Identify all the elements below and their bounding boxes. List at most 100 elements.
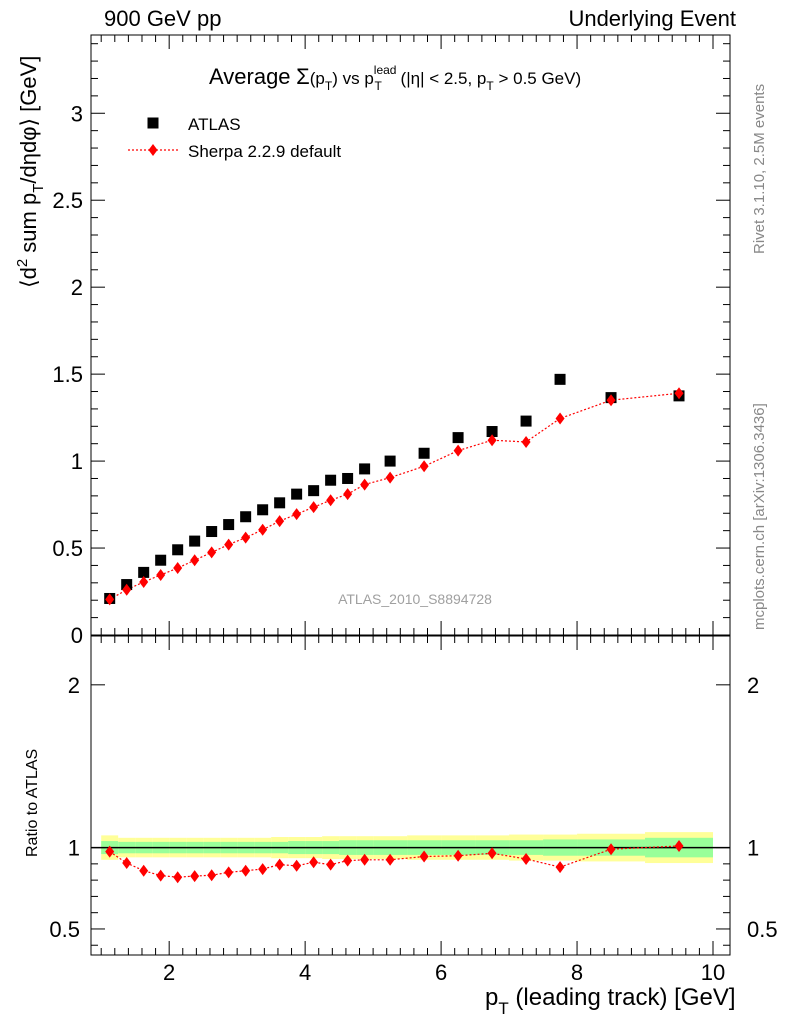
sherpa-data-point: [385, 471, 395, 484]
x-axis-label: pT (leading track) [GeV]: [485, 984, 736, 1018]
ratio-sherpa-point: [241, 864, 251, 877]
legend-atlas-label: ATLAS: [188, 115, 241, 134]
sherpa-data-point: [156, 569, 166, 581]
ratio-sherpa-point: [139, 864, 149, 877]
ratio-sherpa-point: [606, 843, 616, 856]
main-plot-frame: [90, 34, 731, 636]
atlas-data-point: [291, 488, 303, 500]
sherpa-data-point: [122, 583, 132, 596]
ratio-y-tick-label: 2: [68, 673, 80, 698]
sherpa-data-point: [173, 562, 183, 575]
x-tick-label: 8: [571, 960, 583, 985]
ratio-sherpa-point: [326, 858, 336, 871]
y-tick-label: 2.5: [52, 188, 83, 213]
x-tick-label: 4: [299, 960, 311, 985]
ratio-y-tick-label-right: 2: [747, 673, 759, 698]
sherpa-data-point: [343, 488, 353, 501]
process-header: Underlying Event: [568, 6, 736, 31]
analysis-watermark: ATLAS_2010_S8894728: [338, 591, 492, 607]
atlas-data-point: [206, 526, 218, 538]
ratio-sherpa-point: [453, 849, 463, 862]
plot-title: Average Σ(pT) vs plead T (|η| < 2.5, pT >…: [209, 63, 581, 93]
ratio-sherpa-point: [156, 869, 166, 882]
ratio-sherpa-point: [521, 852, 531, 865]
sherpa-data-point: [190, 554, 200, 567]
atlas-data-point: [138, 566, 150, 578]
ratio-y-tick-label-right: 0.5: [747, 917, 778, 942]
ratio-y-tick-label: 0.5: [49, 917, 80, 942]
ratio-y-tick-label: 1: [68, 836, 80, 861]
atlas-data-point: [325, 474, 337, 486]
ratio-sherpa-point: [173, 871, 183, 884]
sherpa-data-point: [606, 394, 616, 407]
ratio-sherpa-point: [275, 858, 285, 871]
sherpa-data-point: [292, 508, 302, 521]
ratio-sherpa-point: [555, 861, 565, 874]
sherpa-data-point: [309, 501, 319, 514]
sherpa-data-point: [258, 523, 268, 536]
sherpa-data-point: [105, 593, 115, 606]
sherpa-data-point: [139, 575, 149, 588]
main-y-axis-label: ⟨d2 sum pT/dηdφ⟩ [GeV]: [14, 56, 47, 288]
x-tick-label: 6: [435, 960, 447, 985]
ratio-sherpa-point: [360, 853, 370, 866]
sherpa-line: [109, 392, 680, 600]
ratio-plot-frame: [90, 635, 731, 956]
sherpa-data-point: [419, 460, 429, 473]
atlas-data-point: [384, 455, 396, 467]
atlas-data-point: [520, 415, 532, 427]
ratio-sherpa-line: [109, 845, 680, 878]
atlas-data-point: [554, 373, 566, 385]
sherpa-data-point: [555, 412, 565, 425]
y-tick-label: 0: [71, 623, 83, 648]
ratio-y-axis-label: Ratio to ATLAS: [24, 749, 41, 857]
y-tick-label: 0.5: [52, 536, 83, 561]
sherpa-data-point: [360, 478, 370, 491]
y-tick-label: 1.5: [52, 362, 83, 387]
atlas-data-point: [486, 426, 498, 438]
x-tick-label: 2: [163, 960, 175, 985]
atlas-data-point: [189, 535, 201, 547]
legend-sherpa-label: Sherpa 2.2.9 default: [188, 142, 341, 161]
ratio-sherpa-point: [674, 839, 684, 852]
sherpa-data-point: [487, 434, 497, 447]
ratio-sherpa-point: [258, 863, 268, 876]
legend-atlas-marker: [147, 117, 159, 129]
ratio-sherpa-point: [419, 850, 429, 863]
atlas-data-point: [240, 511, 252, 523]
atlas-data-point: [257, 504, 269, 516]
ratio-sherpa-point: [207, 869, 217, 882]
y-tick-label: 3: [71, 101, 83, 126]
ratio-sherpa-point: [190, 870, 200, 883]
atlas-data-point: [342, 472, 354, 484]
sherpa-data-point: [207, 546, 217, 559]
atlas-data-point: [418, 447, 430, 459]
sherpa-data-point: [453, 444, 463, 457]
ratio-sherpa-point: [343, 854, 353, 867]
atlas-data-point: [223, 519, 235, 531]
ratio-sherpa-point: [309, 856, 319, 869]
ratio-sherpa-point: [385, 853, 395, 866]
ratio-sherpa-point: [487, 847, 497, 860]
sherpa-data-point: [275, 515, 285, 528]
x-tick-label: 10: [701, 960, 725, 985]
atlas-data-point: [155, 554, 167, 566]
ratio-y-tick-label-right: 1: [747, 836, 759, 861]
ratio-sherpa-point: [105, 845, 115, 858]
sherpa-data-point: [241, 531, 251, 544]
sherpa-data-point: [224, 538, 234, 551]
sherpa-data-point: [326, 494, 336, 507]
y-tick-label: 2: [71, 275, 83, 300]
atlas-data-point: [452, 432, 464, 444]
atlas-data-point: [308, 485, 320, 497]
y-tick-label: 1: [71, 449, 83, 474]
atlas-data-point: [172, 544, 184, 556]
atlas-data-point: [274, 497, 286, 509]
legend-sherpa-marker: [148, 144, 158, 156]
ratio-sherpa-point: [224, 866, 234, 879]
atlas-data-point: [359, 463, 371, 475]
sherpa-data-point: [674, 387, 684, 400]
ratio-sherpa-point: [292, 859, 302, 872]
energy-header: 900 GeV pp: [104, 6, 222, 31]
